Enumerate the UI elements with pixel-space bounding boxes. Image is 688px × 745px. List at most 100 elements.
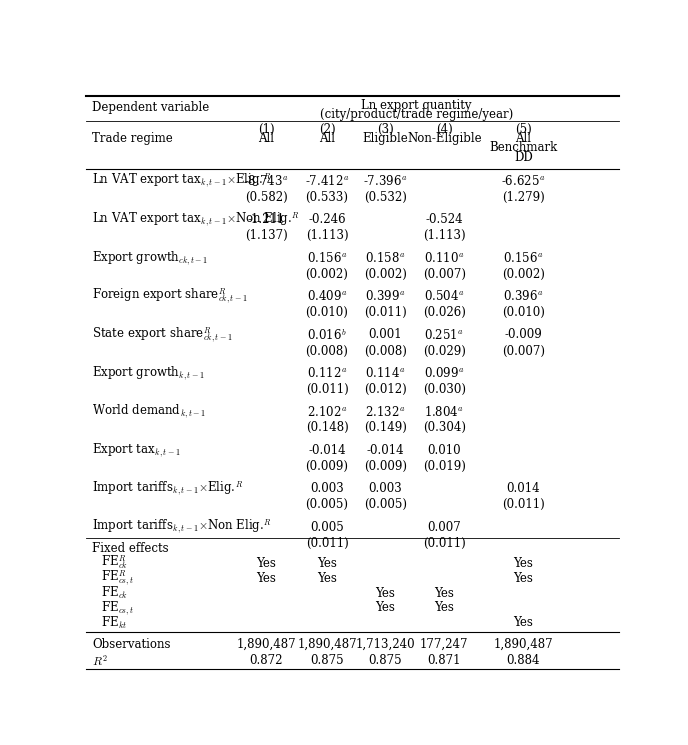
Text: -0.014: -0.014	[366, 444, 404, 457]
Text: Fixed effects: Fixed effects	[92, 542, 169, 555]
Text: State export share$^{R}_{ck,t-1}$: State export share$^{R}_{ck,t-1}$	[92, 325, 233, 345]
Text: (0.011): (0.011)	[502, 498, 545, 511]
Text: 1.804$^{a}$: 1.804$^{a}$	[424, 405, 464, 419]
Text: (0.011): (0.011)	[423, 536, 466, 550]
Text: Yes: Yes	[434, 601, 454, 615]
Text: Yes: Yes	[513, 616, 533, 630]
Text: $R^{2}$: $R^{2}$	[92, 653, 108, 668]
Text: 0.399$^{a}$: 0.399$^{a}$	[365, 290, 405, 303]
Text: Yes: Yes	[257, 557, 276, 570]
Text: 0.005: 0.005	[310, 521, 344, 533]
Text: (0.532): (0.532)	[364, 191, 407, 203]
Text: (0.011): (0.011)	[305, 536, 348, 550]
Text: (1): (1)	[258, 123, 275, 136]
Text: -8.743$^{a}$: -8.743$^{a}$	[244, 174, 288, 188]
Text: Observations: Observations	[92, 638, 171, 651]
Text: Import tariffs$_{k,t-1}$$\times$Elig.$^{R}$: Import tariffs$_{k,t-1}$$\times$Elig.$^{…	[92, 480, 244, 498]
Text: 0.099$^{a}$: 0.099$^{a}$	[424, 367, 464, 381]
Text: 0.875: 0.875	[310, 654, 344, 668]
Text: 0.396$^{a}$: 0.396$^{a}$	[503, 290, 544, 303]
Text: 0.112$^{a}$: 0.112$^{a}$	[307, 367, 347, 381]
Text: 0.003: 0.003	[368, 482, 402, 495]
Text: (0.533): (0.533)	[305, 191, 349, 203]
Text: All: All	[319, 132, 335, 145]
Text: FE$_{ck}$: FE$_{ck}$	[101, 585, 128, 601]
Text: (1.113): (1.113)	[423, 229, 466, 242]
Text: -0.246: -0.246	[308, 213, 346, 226]
Text: Yes: Yes	[375, 601, 395, 615]
Text: (0.005): (0.005)	[305, 498, 349, 511]
Text: (0.005): (0.005)	[364, 498, 407, 511]
Text: World demand$_{k,t-1}$: World demand$_{k,t-1}$	[92, 403, 206, 420]
Text: -7.396$^{a}$: -7.396$^{a}$	[363, 174, 407, 188]
Text: (1.137): (1.137)	[245, 229, 288, 242]
Text: (0.029): (0.029)	[423, 344, 466, 358]
Text: Export tax$_{k,t-1}$: Export tax$_{k,t-1}$	[92, 442, 181, 459]
Text: Foreign export share$^{R}_{ck,t-1}$: Foreign export share$^{R}_{ck,t-1}$	[92, 287, 248, 306]
Text: Export growth$_{k,t-1}$: Export growth$_{k,t-1}$	[92, 364, 205, 382]
Text: 1,890,487: 1,890,487	[237, 638, 296, 651]
Text: 0.504$^{a}$: 0.504$^{a}$	[424, 290, 464, 303]
Text: (0.304): (0.304)	[423, 422, 466, 434]
Text: (0.002): (0.002)	[502, 267, 545, 281]
Text: DD: DD	[514, 150, 533, 164]
Text: (0.148): (0.148)	[305, 422, 348, 434]
Text: Yes: Yes	[375, 586, 395, 600]
Text: Trade regime: Trade regime	[92, 132, 173, 145]
Text: (0.011): (0.011)	[305, 383, 348, 396]
Text: (0.026): (0.026)	[423, 306, 466, 319]
Text: (0.582): (0.582)	[245, 191, 288, 203]
Text: (1.113): (1.113)	[305, 229, 348, 242]
Text: Yes: Yes	[317, 571, 337, 585]
Text: (0.007): (0.007)	[423, 267, 466, 281]
Text: Yes: Yes	[513, 557, 533, 570]
Text: (3): (3)	[377, 123, 394, 136]
Text: (5): (5)	[515, 123, 532, 136]
Text: 0.010: 0.010	[427, 444, 461, 457]
Text: (0.002): (0.002)	[305, 267, 348, 281]
Text: 1,890,487: 1,890,487	[493, 638, 553, 651]
Text: (0.012): (0.012)	[364, 383, 407, 396]
Text: Dependent variable: Dependent variable	[92, 101, 210, 114]
Text: (2): (2)	[319, 123, 335, 136]
Text: All: All	[258, 132, 275, 145]
Text: 177,247: 177,247	[420, 638, 469, 651]
Text: -0.524: -0.524	[425, 213, 463, 226]
Text: (0.002): (0.002)	[364, 267, 407, 281]
Text: Ln VAT export tax$_{k,t-1}$$\times$Elig.$^{R}$: Ln VAT export tax$_{k,t-1}$$\times$Elig.…	[92, 172, 272, 190]
Text: (0.030): (0.030)	[423, 383, 466, 396]
Text: FE$_{kt}$: FE$_{kt}$	[101, 615, 127, 631]
Text: FE$_{cs,t}$: FE$_{cs,t}$	[101, 599, 134, 617]
Text: Yes: Yes	[513, 571, 533, 585]
Text: 0.016$^{b}$: 0.016$^{b}$	[307, 328, 347, 343]
Text: 0.001: 0.001	[368, 329, 402, 341]
Text: Export growth$_{ck,t-1}$: Export growth$_{ck,t-1}$	[92, 250, 208, 267]
Text: Yes: Yes	[317, 557, 337, 570]
Text: 0.110$^{a}$: 0.110$^{a}$	[424, 251, 464, 265]
Text: (0.149): (0.149)	[364, 422, 407, 434]
Text: -7.412$^{a}$: -7.412$^{a}$	[305, 174, 350, 188]
Text: (0.008): (0.008)	[364, 344, 407, 358]
Text: 1,713,240: 1,713,240	[355, 638, 415, 651]
Text: (city/product/trade regime/year): (city/product/trade regime/year)	[320, 108, 513, 121]
Text: (0.007): (0.007)	[502, 344, 545, 358]
Text: -0.009: -0.009	[504, 329, 542, 341]
Text: 0.158$^{a}$: 0.158$^{a}$	[365, 251, 405, 265]
Text: FE$^{R}_{ck}$: FE$^{R}_{ck}$	[101, 554, 128, 572]
Text: (0.009): (0.009)	[305, 460, 349, 473]
Text: (0.019): (0.019)	[423, 460, 466, 473]
Text: Yes: Yes	[434, 586, 454, 600]
Text: 0.114$^{a}$: 0.114$^{a}$	[365, 367, 405, 381]
Text: 0.156$^{a}$: 0.156$^{a}$	[307, 251, 347, 265]
Text: Ln export quantity: Ln export quantity	[361, 99, 472, 112]
Text: Non-Eligible: Non-Eligible	[407, 132, 482, 145]
Text: 0.872: 0.872	[250, 654, 283, 668]
Text: 0.007: 0.007	[427, 521, 461, 533]
Text: All: All	[515, 132, 531, 145]
Text: 1,890,487: 1,890,487	[297, 638, 357, 651]
Text: (0.010): (0.010)	[502, 306, 545, 319]
Text: (0.009): (0.009)	[364, 460, 407, 473]
Text: Ln VAT export tax$_{k,t-1}$$\times$Non Elig.$^{R}$: Ln VAT export tax$_{k,t-1}$$\times$Non E…	[92, 210, 300, 229]
Text: Benchmark: Benchmark	[489, 142, 557, 154]
Text: 0.251$^{a}$: 0.251$^{a}$	[424, 328, 464, 342]
